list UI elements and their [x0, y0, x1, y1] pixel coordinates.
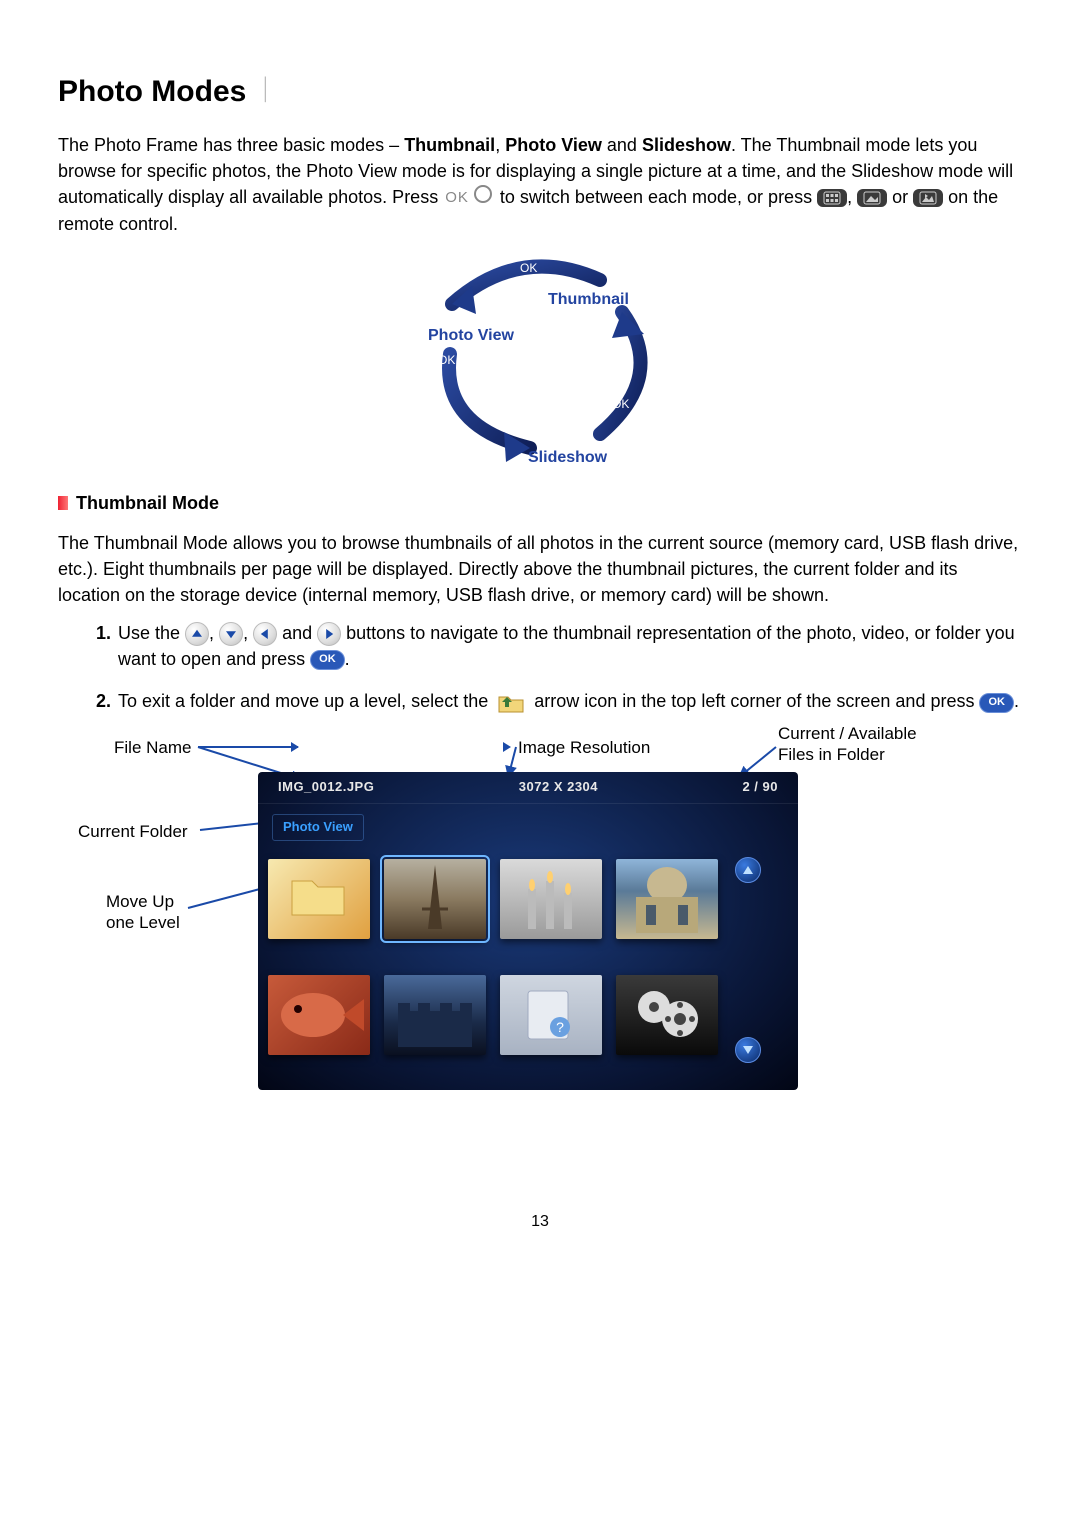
mode-photoview: Photo View — [505, 135, 602, 155]
mode-cycle-diagram: OK Thumbnail Photo View OK OK Slideshow — [380, 256, 700, 466]
ok-text-icon: OK — [445, 187, 469, 209]
thumbnail-mode-icon — [817, 189, 847, 207]
ok-pill-icon: OK — [310, 650, 345, 670]
scroll-column — [732, 853, 764, 1073]
step-text: , — [209, 623, 219, 643]
folder-up-icon — [497, 692, 525, 714]
screen-folder-row: Photo View — [258, 804, 798, 845]
thumbnail-candles[interactable] — [500, 859, 602, 939]
right-arrow-icon — [317, 622, 341, 646]
screen-thumbs-area: ? — [258, 845, 798, 1081]
scroll-down-button[interactable] — [735, 1037, 761, 1063]
thumbnail-fish[interactable] — [268, 975, 370, 1055]
step-1: 1. Use the , , and buttons to navigate t… — [96, 620, 1022, 672]
step-2: 2. To exit a folder and move up a level,… — [96, 688, 1022, 714]
slideshow-mode-icon — [913, 189, 943, 207]
subheading-text: Thumbnail Mode — [76, 490, 219, 516]
step-text: , — [243, 623, 253, 643]
screen-folder-label[interactable]: Photo View — [272, 814, 364, 841]
down-arrow-icon — [219, 622, 243, 646]
intro-text: to switch between each mode, or press — [500, 187, 817, 207]
intro-text: , — [847, 187, 857, 207]
step-text: . — [345, 649, 350, 669]
device-screen: IMG_0012.JPG 3072 X 2304 2 / 90 Photo Vi… — [258, 772, 798, 1090]
thumbnail-folder[interactable] — [268, 859, 370, 939]
intro-text: or — [892, 187, 913, 207]
thumbnail-doc[interactable]: ? — [500, 975, 602, 1055]
step-text: To exit a folder and move up a level, se… — [118, 691, 493, 711]
cycle-photoview-label: Photo View — [428, 324, 514, 347]
ok-pill-icon: OK — [979, 693, 1014, 713]
up-arrow-icon — [185, 622, 209, 646]
mode-slideshow: Slideshow — [642, 135, 731, 155]
intro-paragraph: The Photo Frame has three basic modes – … — [58, 132, 1022, 238]
thumbnail-building[interactable] — [616, 859, 718, 939]
steps-list: 1. Use the , , and buttons to navigate t… — [96, 620, 1022, 714]
heading-text: Photo Modes — [58, 75, 246, 108]
step-number: 2. — [96, 688, 111, 714]
intro-text: The Photo Frame has three basic modes – — [58, 135, 404, 155]
thumbnail-castle[interactable] — [384, 975, 486, 1055]
left-arrow-icon — [253, 622, 277, 646]
cycle-slideshow-label: Slideshow — [528, 446, 607, 469]
step-number: 1. — [96, 620, 111, 646]
thumbnail-eiffel[interactable] — [384, 859, 486, 939]
thumbs-grid: ? — [268, 853, 718, 1073]
screen-file-name: IMG_0012.JPG — [278, 778, 374, 797]
svg-text:?: ? — [556, 1019, 564, 1035]
step-text: . — [1014, 691, 1019, 711]
step-text: arrow icon in the top left corner of the… — [534, 691, 979, 711]
subheading-row: Thumbnail Mode — [58, 490, 1022, 516]
page-title: Photo Modes︱ — [58, 70, 1022, 114]
thumbnail-mode-paragraph: The Thumbnail Mode allows you to browse … — [58, 530, 1022, 608]
cycle-arrows — [380, 256, 700, 466]
heading-separator: ︱ — [246, 75, 280, 108]
screen-topbar: IMG_0012.JPG 3072 X 2304 2 / 90 — [258, 772, 798, 804]
step-text: and — [277, 623, 317, 643]
photoview-mode-icon — [857, 189, 887, 207]
screen-counter: 2 / 90 — [742, 778, 778, 797]
mode-thumbnail: Thumbnail — [404, 135, 495, 155]
page-number: 13 — [58, 1210, 1022, 1233]
cycle-ok-label: OK — [612, 396, 629, 413]
cycle-thumbnail-label: Thumbnail — [548, 288, 629, 311]
annotated-screenshot: File Name Current Folder Move Up one Lev… — [78, 730, 958, 1120]
subheading-marker-icon — [58, 496, 68, 510]
intro-text: , — [495, 135, 505, 155]
step-text: Use the — [118, 623, 185, 643]
cycle-ok-label: OK — [520, 260, 537, 277]
intro-text: and — [602, 135, 642, 155]
ok-ring-icon — [473, 184, 493, 211]
scroll-up-button[interactable] — [735, 857, 761, 883]
cycle-ok-label: OK — [438, 352, 455, 369]
thumbnail-reel[interactable] — [616, 975, 718, 1055]
screen-resolution: 3072 X 2304 — [519, 778, 598, 797]
